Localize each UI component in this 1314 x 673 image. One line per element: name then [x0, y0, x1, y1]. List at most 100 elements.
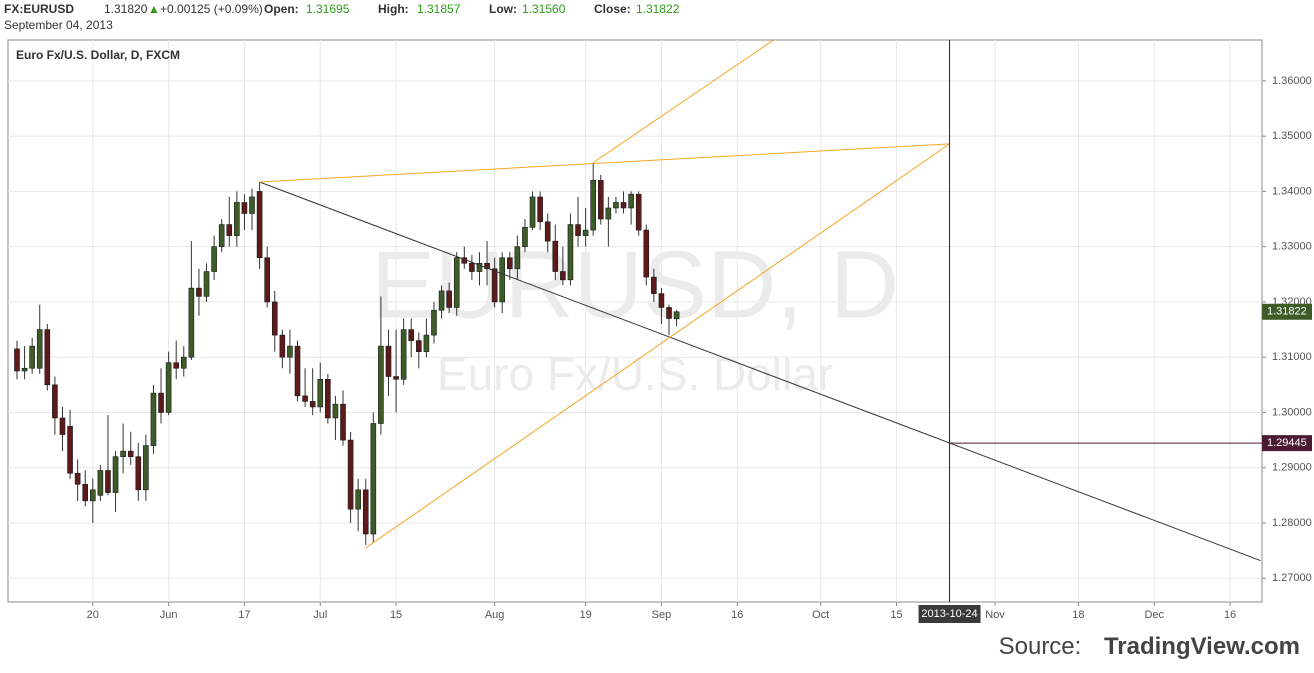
- candle-body: [120, 450, 126, 457]
- trend-line: [365, 143, 950, 549]
- candle-body: [643, 229, 650, 278]
- y-tick-label: 1.35000: [1272, 130, 1312, 142]
- candle-body: [537, 196, 543, 223]
- candle-body: [332, 403, 339, 419]
- candle-body: [453, 257, 460, 308]
- candle-body: [203, 271, 210, 297]
- candle-body: [620, 202, 627, 209]
- candle-body: [29, 345, 35, 369]
- candle-body: [484, 262, 490, 270]
- open: 1.31695: [306, 2, 350, 16]
- source: Source: TradingView.com: [999, 633, 1300, 660]
- candle-body: [400, 329, 407, 380]
- candle-body: [74, 472, 81, 485]
- candle-body: [90, 489, 96, 502]
- candle-body: [590, 180, 597, 231]
- candle-body: [279, 334, 286, 358]
- watermark-subtitle: Euro Fx/U.S. Dollar: [437, 348, 833, 400]
- candle-body: [196, 287, 202, 297]
- candle-body: [347, 439, 354, 510]
- candle-body: [226, 224, 233, 236]
- candle-body: [143, 445, 149, 491]
- candle-body: [36, 329, 43, 369]
- candle-body: [249, 196, 255, 214]
- candle-body: [416, 340, 422, 352]
- y-tick-label: 1.34000: [1272, 185, 1312, 197]
- last: 1.31820: [104, 2, 148, 16]
- candle-body: [218, 224, 225, 247]
- candle-body: [635, 193, 642, 231]
- y-tick-label: 1.28000: [1272, 517, 1312, 529]
- x-tick-label: 15: [890, 609, 902, 621]
- chart-title: Euro Fx/U.S. Dollar, D, FXCM: [16, 48, 180, 62]
- candle-body: [340, 403, 346, 441]
- x-tick-label: Sep: [652, 609, 672, 621]
- candle-body: [378, 345, 384, 424]
- candle-body: [666, 307, 672, 319]
- y-tick-label: 1.30000: [1272, 406, 1312, 418]
- candle-body: [658, 293, 665, 308]
- x-tick-label: 15: [390, 609, 402, 621]
- candle-body: [370, 423, 377, 535]
- candle-body: [97, 470, 104, 496]
- candle-body: [264, 257, 270, 303]
- high: 1.31857: [417, 2, 461, 16]
- date: September 04, 2013: [4, 18, 113, 32]
- x-tick-label: Jul: [313, 609, 327, 621]
- candle-body: [165, 362, 172, 413]
- candle-body: [14, 348, 20, 372]
- candle-body: [544, 221, 551, 242]
- watermark: EURUSD, D: [371, 231, 899, 338]
- candle-body: [127, 450, 134, 457]
- source-prefix: Source:: [999, 633, 1082, 660]
- x-tick-label: 17: [238, 609, 250, 621]
- x-tick-label: Oct: [812, 609, 829, 621]
- low: 1.31560: [522, 2, 566, 16]
- candle-body: [446, 290, 452, 308]
- candle-body: [514, 246, 521, 270]
- candle-body: [234, 202, 240, 236]
- candle-body: [552, 240, 559, 272]
- candle-body: [628, 193, 634, 209]
- x-tick-label: 20: [87, 609, 99, 621]
- last-price-badge: [1262, 303, 1312, 320]
- header: FX:EURUSD 1.31820 ▲ +0.00125 (+0.09%) Op…: [4, 2, 680, 16]
- candle-body: [21, 367, 28, 372]
- candle-body: [560, 271, 566, 281]
- arrow: ▲: [148, 2, 160, 16]
- candle-body: [423, 334, 430, 352]
- y-tick-label: 1.33000: [1272, 241, 1312, 253]
- candle-body: [105, 470, 111, 493]
- candle-body: [355, 489, 361, 510]
- candle-body: [309, 401, 316, 408]
- low-label: Low:: [489, 2, 517, 16]
- candle-body: [211, 246, 217, 272]
- vertical-line-badge: [918, 605, 981, 623]
- last-price-label: 1.31822: [1267, 306, 1307, 318]
- candle-body: [651, 276, 657, 294]
- trend-line: [259, 143, 950, 183]
- candle-body: [158, 392, 164, 413]
- close-label: Close:: [594, 2, 631, 16]
- y-tick-label: 1.36000: [1272, 75, 1312, 87]
- y-tick-label: 1.31000: [1272, 351, 1312, 363]
- source-name: TradingView.com: [1104, 633, 1300, 660]
- candle-body: [506, 257, 513, 270]
- candle-body: [302, 395, 308, 402]
- candle-body: [173, 362, 179, 369]
- x-tick-label: Jun: [160, 609, 178, 621]
- candle-body: [431, 309, 437, 336]
- x-tick-label: Dec: [1144, 609, 1164, 621]
- candle-body: [180, 356, 187, 369]
- candle-body: [567, 224, 574, 281]
- x-tick-label: Aug: [485, 609, 505, 621]
- candle-body: [408, 329, 415, 341]
- candle-body: [82, 483, 89, 502]
- x-tick-label: Nov: [985, 609, 1005, 621]
- candle-body: [241, 202, 248, 214]
- change: +0.00125 (+0.09%): [160, 2, 263, 16]
- price-badge: [1262, 435, 1312, 452]
- candle-body: [499, 257, 506, 303]
- grid: [8, 40, 1262, 602]
- candle-body: [605, 207, 612, 220]
